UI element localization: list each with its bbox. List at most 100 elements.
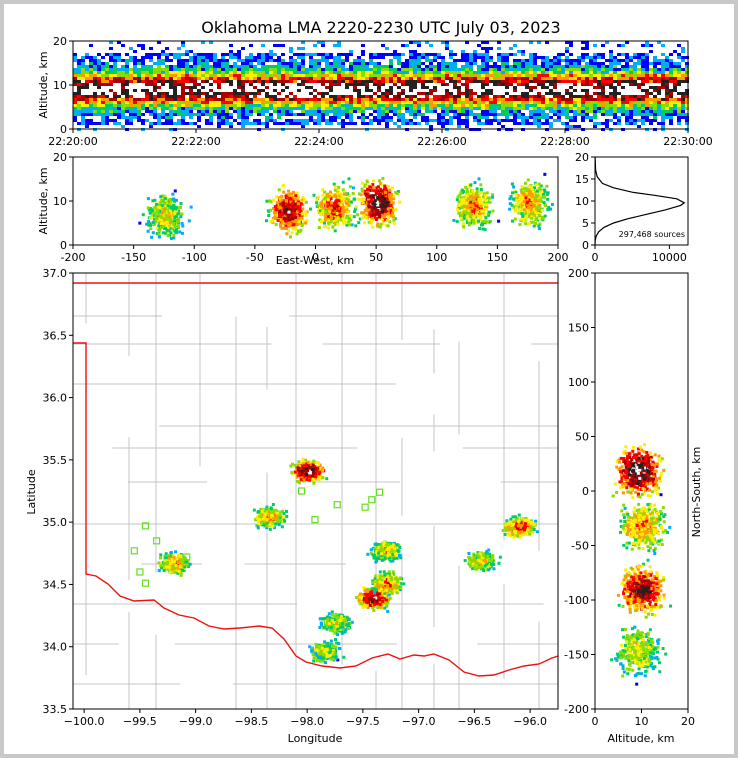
source-density-cell	[453, 77, 457, 80]
source-density-cell	[129, 80, 133, 83]
source-density-cell	[393, 122, 397, 125]
source-density-cell	[609, 56, 613, 59]
source-density-cell	[197, 65, 201, 68]
source-density-cell	[521, 86, 525, 89]
source-density-cell	[265, 104, 269, 107]
source-density-cell	[525, 119, 529, 122]
source-density-cell	[413, 122, 417, 125]
source-density-cell	[161, 122, 165, 125]
source-density-cell	[293, 92, 297, 95]
source-density-cell	[653, 77, 657, 80]
source-density-cell	[129, 92, 133, 95]
source-density-cell	[336, 198, 340, 202]
source-density-cell	[193, 89, 197, 92]
source-density-cell	[365, 89, 369, 92]
source-density-cell	[295, 218, 299, 222]
source-density-cell	[405, 95, 409, 98]
source-density-cell	[349, 107, 353, 110]
source-density-cell	[189, 116, 193, 119]
source-density-cell	[369, 200, 373, 204]
source-density-cell	[209, 68, 213, 71]
source-density-cell	[253, 77, 257, 80]
source-density-cell	[221, 65, 225, 68]
source-density-cell	[329, 86, 333, 89]
source-density-cell	[269, 101, 273, 104]
source-density-cell	[417, 98, 421, 101]
source-density-cell	[205, 53, 209, 56]
source-density-cell	[681, 86, 685, 89]
source-density-cell	[473, 95, 477, 98]
source-density-cell	[93, 74, 97, 77]
source-density-cell	[321, 68, 325, 71]
source-density-cell	[109, 92, 113, 95]
source-density-cell	[362, 211, 366, 215]
source-density-cell	[293, 62, 297, 65]
source-density-cell	[389, 198, 393, 202]
source-density-cell	[179, 215, 183, 219]
source-density-cell	[485, 113, 489, 116]
source-density-cell	[261, 83, 265, 86]
source-density-cell	[485, 89, 489, 92]
source-density-cell	[437, 80, 441, 83]
source-density-cell	[613, 80, 617, 83]
source-density-cell	[337, 44, 341, 47]
source-density-cell	[361, 181, 365, 185]
source-density-cell	[353, 122, 357, 125]
source-density-cell	[129, 59, 133, 62]
source-density-cell	[489, 104, 493, 107]
source-density-cell	[249, 107, 253, 110]
source-density-cell	[537, 116, 541, 119]
source-density-cell	[493, 86, 497, 89]
source-density-cell	[569, 83, 573, 86]
source-density-cell	[421, 116, 425, 119]
source-density-cell	[280, 194, 284, 198]
source-density-cell	[433, 92, 437, 95]
source-density-cell	[133, 56, 137, 59]
source-density-cell	[85, 92, 89, 95]
source-density-cell	[381, 65, 385, 68]
source-density-cell	[326, 192, 330, 196]
source-density-cell	[393, 74, 397, 77]
source-density-cell	[349, 214, 353, 218]
source-density-cell	[277, 98, 281, 101]
source-density-cell	[553, 83, 557, 86]
source-density-cell	[385, 101, 389, 104]
source-density-cell	[325, 77, 329, 80]
source-density-cell	[645, 119, 649, 122]
source-density-cell	[469, 110, 473, 113]
source-density-cell	[605, 71, 609, 74]
source-density-cell	[661, 110, 665, 113]
source-density-cell	[581, 80, 585, 83]
source-density-cell	[217, 119, 221, 122]
source-density-cell	[363, 183, 367, 187]
source-density-cell	[277, 74, 281, 77]
source-density-cell	[189, 56, 193, 59]
source-density-cell	[279, 215, 283, 219]
source-density-cell	[581, 47, 585, 50]
source-density-cell	[229, 92, 233, 95]
source-density-cell	[477, 71, 481, 74]
source-density-cell	[201, 62, 205, 65]
source-density-cell	[473, 119, 477, 122]
source-density-cell	[318, 218, 322, 222]
source-density-cell	[286, 213, 290, 217]
source-density-cell	[197, 86, 201, 89]
source-density-cell	[253, 80, 257, 83]
source-density-cell	[292, 197, 296, 201]
source-density-cell	[585, 116, 589, 119]
source-density-cell	[665, 74, 669, 77]
source-density-cell	[525, 59, 529, 62]
source-density-cell	[145, 104, 149, 107]
source-density-cell	[357, 116, 361, 119]
source-density-cell	[149, 125, 153, 128]
source-density-cell	[169, 213, 173, 217]
source-density-cell	[301, 110, 305, 113]
source-density-cell	[161, 104, 165, 107]
source-density-cell	[497, 89, 501, 92]
source-density-cell	[445, 80, 449, 83]
source-density-cell	[397, 125, 401, 128]
source-density-cell	[321, 77, 325, 80]
source-density-cell	[89, 80, 93, 83]
source-density-cell	[489, 86, 493, 89]
source-density-cell	[493, 116, 497, 119]
